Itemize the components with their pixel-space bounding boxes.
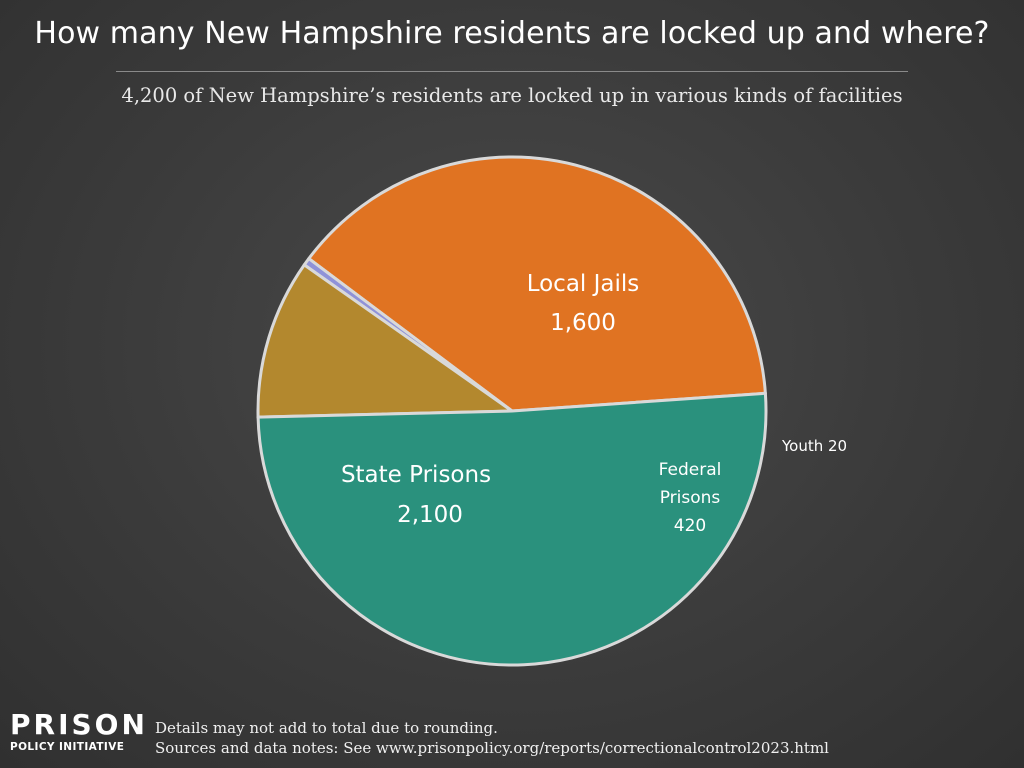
local-jails-label: Local Jails (527, 271, 640, 297)
pie-slice-federal-prisons (256, 263, 514, 419)
pie-slices (256, 155, 768, 667)
state-prisons-value: 2,100 (397, 502, 463, 528)
chart-subtitle: 4,200 of New Hampshire’s residents are l… (121, 84, 903, 107)
federal-prisons-label-2: Prisons (660, 488, 721, 508)
local-jails-value: 1,600 (550, 310, 616, 336)
state-prisons-label: State Prisons (341, 462, 491, 488)
youth-label: Youth 20 (781, 437, 847, 455)
title-divider (116, 71, 908, 72)
pie-slice-state-prisons (256, 391, 768, 667)
rounding-note: Details may not add to total due to roun… (155, 719, 498, 737)
federal-prisons-value: 420 (674, 516, 706, 536)
logo-wordmark: PRISON (10, 708, 148, 741)
pie-labels: Local Jails 1,600 State Prisons 2,100 Fe… (341, 271, 847, 536)
source-notes: Details may not add to total due to roun… (155, 718, 1015, 758)
logo-subtitle: POLICY INITIATIVE (10, 741, 125, 753)
federal-prisons-label-1: Federal (659, 460, 722, 480)
sources-note: Sources and data notes: See www.prisonpo… (155, 739, 829, 757)
pie-slice-local-jails (307, 155, 767, 413)
chart-title: How many New Hampshire residents are loc… (34, 16, 990, 51)
prison-policy-initiative-logo: PRISON POLICY INITIATIVE (10, 708, 148, 754)
